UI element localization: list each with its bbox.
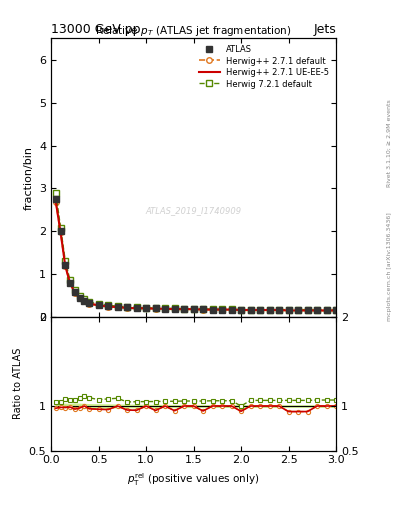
Title: Relative $p_T$ (ATLAS jet fragmentation): Relative $p_T$ (ATLAS jet fragmentation) (95, 24, 292, 38)
Y-axis label: fraction/bin: fraction/bin (24, 145, 33, 209)
Text: Jets: Jets (313, 23, 336, 35)
Y-axis label: Ratio to ATLAS: Ratio to ATLAS (13, 348, 23, 419)
Text: ATLAS_2019_I1740909: ATLAS_2019_I1740909 (145, 206, 242, 216)
Text: 13000 GeV pp: 13000 GeV pp (51, 23, 141, 35)
Text: mcplots.cern.ch [arXiv:1306.3436]: mcplots.cern.ch [arXiv:1306.3436] (387, 212, 392, 321)
X-axis label: $p_\mathrm{T}^{\mathrm{rel}}$ (positive values only): $p_\mathrm{T}^{\mathrm{rel}}$ (positive … (127, 471, 260, 488)
Text: Rivet 3.1.10; ≥ 2.9M events: Rivet 3.1.10; ≥ 2.9M events (387, 99, 392, 187)
Legend: ATLAS, Herwig++ 2.7.1 default, Herwig++ 2.7.1 UE-EE-5, Herwig 7.2.1 default: ATLAS, Herwig++ 2.7.1 default, Herwig++ … (196, 42, 332, 91)
